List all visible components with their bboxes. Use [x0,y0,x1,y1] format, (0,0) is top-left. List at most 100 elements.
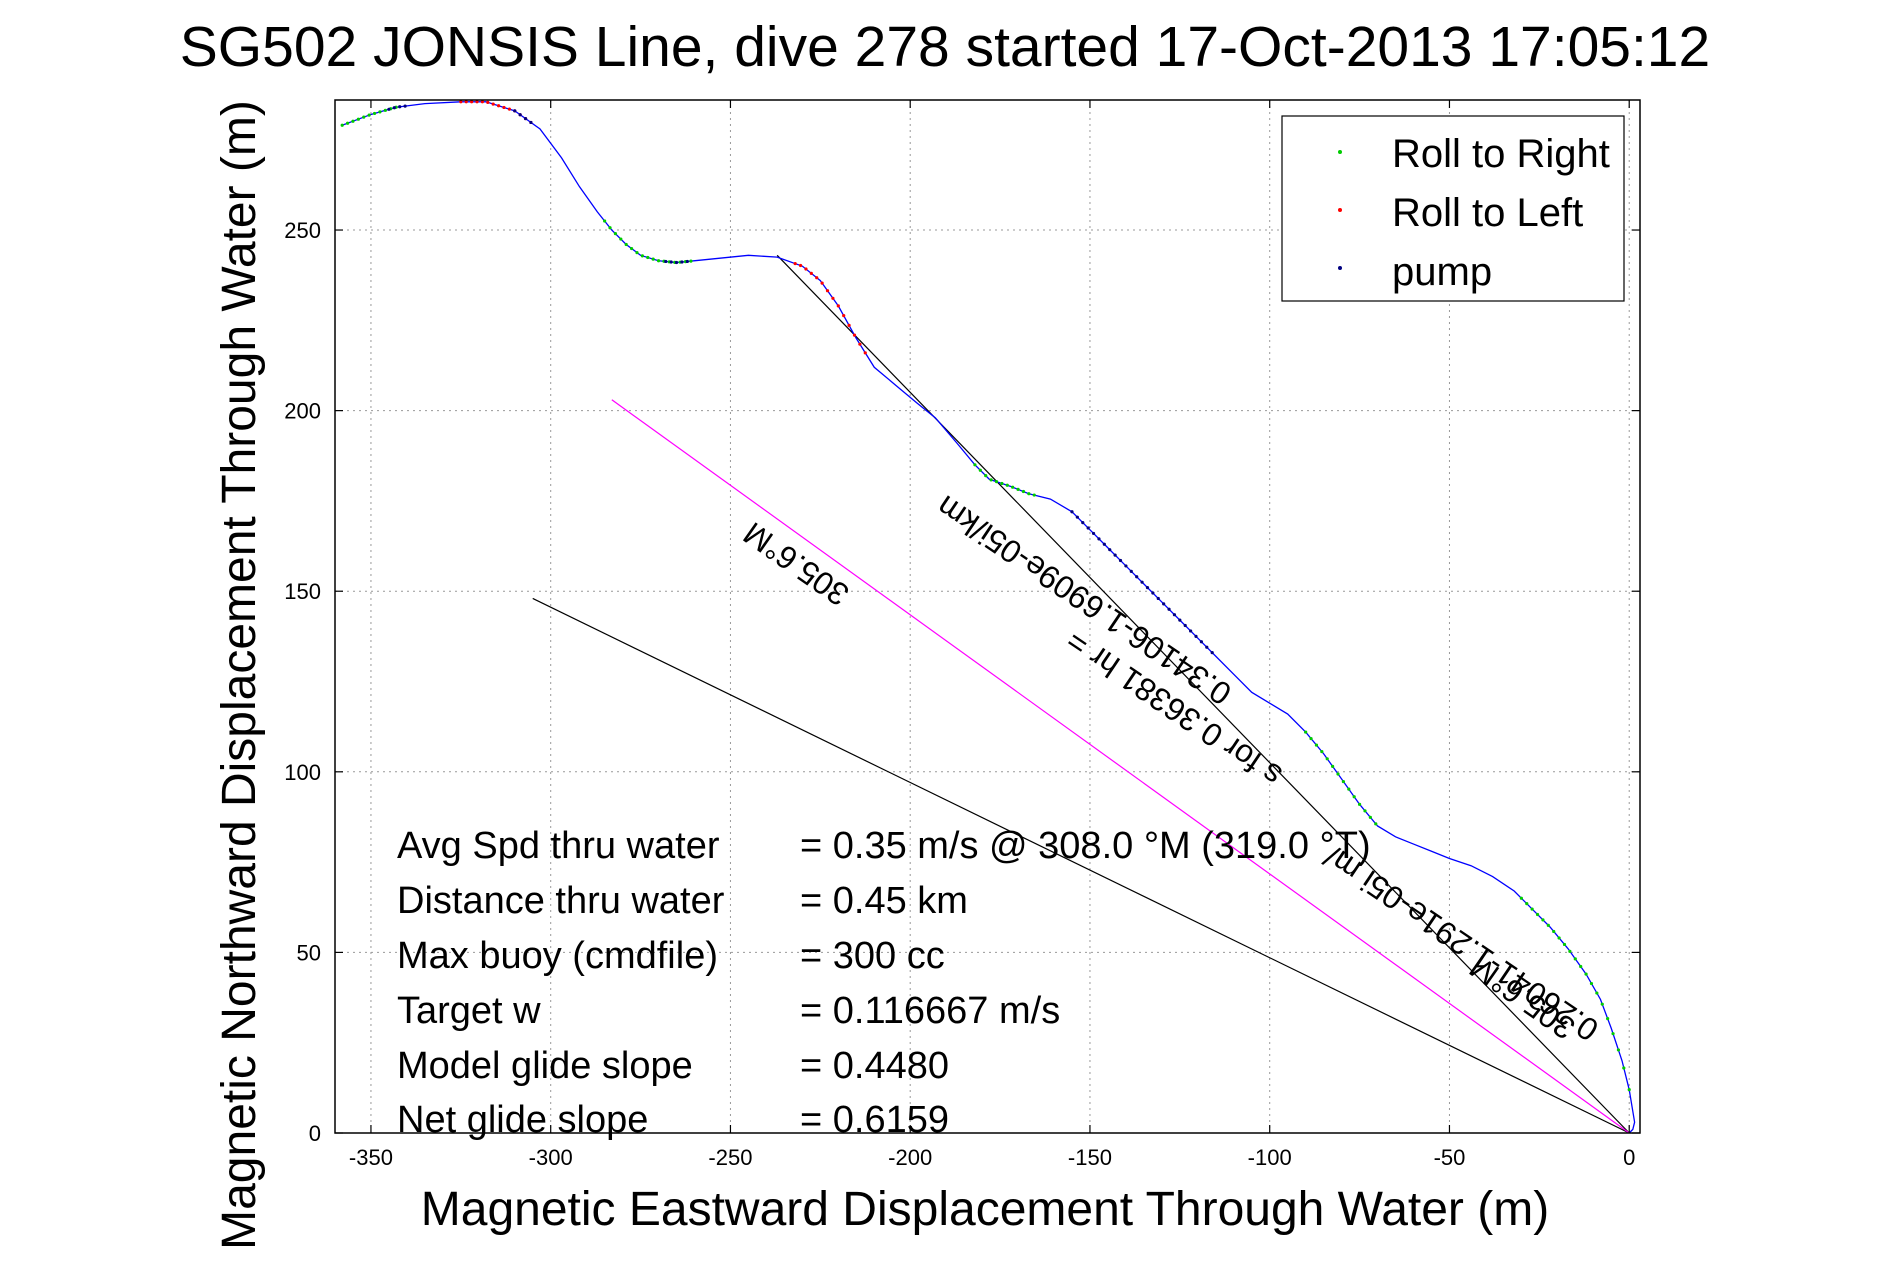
roll-right-marker [1546,923,1550,927]
roll-right-marker [372,111,377,116]
roll-right-marker [1584,972,1588,976]
roll-right-marker [989,478,993,482]
y-tick-label: 150 [284,579,321,604]
roll-right-marker [1535,912,1540,917]
pump-marker [1183,623,1187,628]
pump-marker [403,104,407,108]
y-tick-label: 200 [284,399,321,424]
roll-left-marker [815,276,819,280]
roll-right-marker [1568,949,1572,953]
pump-marker [1097,537,1101,541]
roll-left-marker [804,267,808,271]
roll-right-marker [603,219,607,223]
roll-left-marker [491,102,495,106]
roll-right-marker [689,259,693,263]
pump-marker [1194,634,1198,638]
x-tick-label: -100 [1248,1145,1292,1170]
roll-left-marker [502,105,506,110]
roll-right-marker [656,259,661,263]
pump-marker [1124,564,1128,568]
roll-right-marker [1363,809,1367,813]
roll-left-marker [507,107,511,111]
roll-right-marker [1562,942,1567,947]
stat-label-net-glide: Net glide slope [397,1099,648,1141]
pump-marker [1086,526,1090,530]
pump-marker [523,116,528,121]
roll-left-marker [480,100,484,104]
roll-right-marker [1627,1088,1631,1092]
roll-left-marker [842,314,846,318]
pump-marker [1091,531,1096,536]
roll-right-marker [1600,1002,1604,1006]
roll-right-marker [1552,929,1556,934]
roll-right-marker [1541,918,1545,922]
stats-block: Avg Spd thru water = 0.35 m/s @ 308.0 °M… [397,825,1371,1141]
roll-left-marker [486,100,490,104]
roll-right-marker [1595,991,1599,995]
reference-lines [532,254,1630,1134]
roll-right-marker [1573,957,1577,961]
stat-value-avg-speed: = 0.35 m/s @ 308.0 °M (319.0 °T) [800,825,1371,867]
legend-swatch-roll-right [1338,150,1342,154]
pump-marker [1108,548,1112,552]
roll-right-marker [340,123,344,127]
x-tick-label: 0 [1623,1145,1635,1170]
roll-left-marker [470,100,474,104]
roll-right-marker [1309,736,1313,741]
pump-marker [1172,613,1177,617]
roll-left-marker [798,263,803,268]
roll-right-marker [1525,902,1529,906]
roll-right-marker [1021,489,1026,494]
roll-right-marker [1357,802,1362,806]
legend-label-roll-right: Roll to Right [1392,132,1610,176]
roll-right-marker [1325,757,1329,761]
roll-left-marker [475,100,479,104]
y-tick-label: 0 [309,1121,321,1146]
roll-right-marker [1314,743,1319,747]
pump-marker [513,109,517,113]
roll-left-marker [858,342,862,346]
roll-right-marker [1341,779,1346,784]
reference-line [776,254,1630,1134]
roll-right-marker [651,257,655,261]
roll-right-marker [1011,485,1015,489]
roll-right-marker [608,226,612,230]
roll-right-marker [1000,481,1004,486]
roll-right-marker [1005,483,1009,487]
plot-frame [334,99,1641,1134]
roll-right-marker [1622,1066,1626,1070]
x-tick-label: -200 [888,1145,932,1170]
pump-marker [669,260,673,264]
pump-marker [1135,575,1139,579]
pump-marker [392,106,396,110]
roll-right-marker [1304,730,1308,734]
pump-marker [529,120,533,125]
pump-marker [664,259,668,264]
roll-left-marker [863,351,867,355]
stat-label-model-glide: Model glide slope [397,1045,693,1087]
roll-left-marker [847,323,851,327]
roll-right-marker [984,474,988,478]
roll-right-marker [345,121,350,125]
roll-right-marker [1606,1017,1610,1021]
roll-right-marker [1027,492,1031,496]
pump-marker [685,259,689,264]
y-axis-label: Magnetic Northward Displacement Through … [213,100,266,1250]
stat-label-target-w: Target w [397,990,541,1032]
roll-left-marker [459,100,463,104]
pump-marker [387,107,391,111]
stat-value-model-glide: = 0.4480 [800,1045,949,1087]
roll-left-marker [825,289,830,293]
roll-right-marker [613,232,618,236]
roll-left-marker [831,296,835,300]
roll-right-marker [624,242,628,247]
pump-marker [1102,542,1106,546]
pump-marker [1145,586,1150,590]
chart-title: SG502 JONSIS Line, dive 278 started 17-O… [180,15,1710,79]
roll-right-marker [1320,749,1324,754]
pump-marker [1189,629,1193,633]
roll-left-marker [809,271,813,275]
pump-marker [1070,510,1074,514]
reference-line [611,399,1630,1134]
